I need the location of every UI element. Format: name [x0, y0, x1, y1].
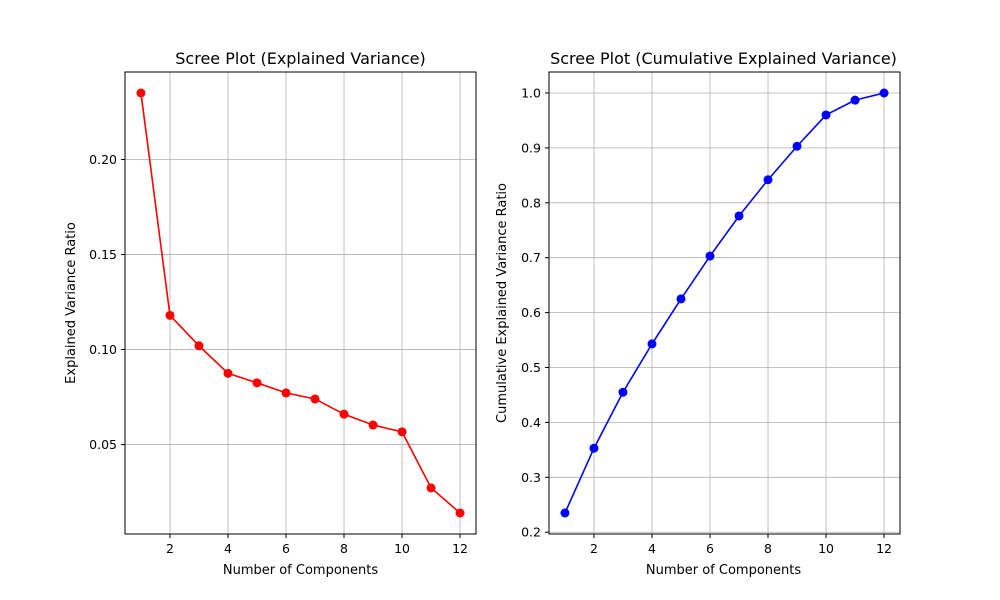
data-point — [136, 88, 146, 98]
x-axis-label: Number of Components — [223, 563, 378, 578]
data-point — [647, 339, 657, 349]
data-point — [223, 368, 233, 378]
y-tick-label: 0.20 — [89, 152, 117, 167]
data-point — [281, 388, 291, 398]
chart-title: Scree Plot (Explained Variance) — [175, 49, 425, 68]
x-tick-label: 6 — [282, 541, 290, 556]
y-tick-label: 0.2 — [521, 525, 541, 540]
data-point — [560, 508, 570, 518]
data-point — [310, 394, 320, 404]
x-tick-label: 10 — [818, 541, 834, 556]
y-tick-label: 0.10 — [89, 342, 117, 357]
data-point — [879, 88, 889, 98]
data-point — [676, 294, 686, 304]
chart-title: Scree Plot (Cumulative Explained Varianc… — [550, 49, 897, 68]
chart-panel-cumulative-variance: Scree Plot (Cumulative Explained Varianc… — [495, 49, 901, 578]
y-tick-label: 0.3 — [521, 470, 541, 485]
data-point — [368, 420, 378, 430]
data-point — [618, 387, 628, 397]
data-point — [339, 409, 349, 419]
data-point — [792, 141, 802, 151]
y-tick-label: 0.7 — [521, 250, 541, 265]
axes-frame — [548, 71, 901, 535]
series-line — [564, 92, 885, 514]
axes-frame — [124, 71, 477, 535]
x-tick-label: 10 — [394, 541, 410, 556]
x-tick-label: 6 — [706, 541, 714, 556]
data-point — [455, 508, 465, 518]
series-line — [140, 92, 461, 514]
data-point — [705, 251, 715, 261]
x-tick-label: 4 — [224, 541, 232, 556]
x-tick-label: 2 — [166, 541, 174, 556]
data-point — [850, 95, 860, 105]
data-point — [165, 310, 175, 320]
y-tick-label: 0.4 — [521, 415, 541, 430]
x-tick-label: 8 — [764, 541, 772, 556]
data-point — [426, 483, 436, 493]
x-tick-label: 2 — [590, 541, 598, 556]
x-axis-label: Number of Components — [646, 563, 801, 578]
data-point — [734, 211, 744, 221]
plot-area: 2 4 6 8 10 12 0.2 0.3 0.4 0.5 0.6 0.7 0.8 0.9 1.0 — [521, 71, 901, 556]
data-point — [194, 341, 204, 351]
y-tick-label: 0.5 — [521, 360, 541, 375]
y-axis-label: Explained Variance Ratio — [64, 222, 79, 384]
x-tick-label: 12 — [452, 541, 468, 556]
y-tick-label: 0.8 — [521, 195, 541, 210]
y-tick-label: 1.0 — [521, 86, 541, 101]
y-tick-label: 0.6 — [521, 305, 541, 320]
chart-panel-explained-variance: Scree Plot (Explained Variance) Number o… — [64, 49, 477, 578]
y-axis-label: Cumulative Explained Variance Ratio — [495, 183, 510, 423]
data-point — [589, 443, 599, 453]
x-tick-label: 4 — [648, 541, 656, 556]
plot-area: 2 4 6 8 10 12 0.05 0.10 0.15 0.20 — [89, 71, 477, 556]
x-tick-label: 8 — [340, 541, 348, 556]
data-point — [397, 427, 407, 437]
data-point — [821, 110, 831, 120]
y-tick-label: 0.15 — [89, 247, 117, 262]
data-point — [252, 378, 262, 388]
data-point — [763, 175, 773, 185]
y-tick-label: 0.9 — [521, 140, 541, 155]
y-tick-label: 0.05 — [89, 437, 117, 452]
x-tick-label: 12 — [876, 541, 892, 556]
